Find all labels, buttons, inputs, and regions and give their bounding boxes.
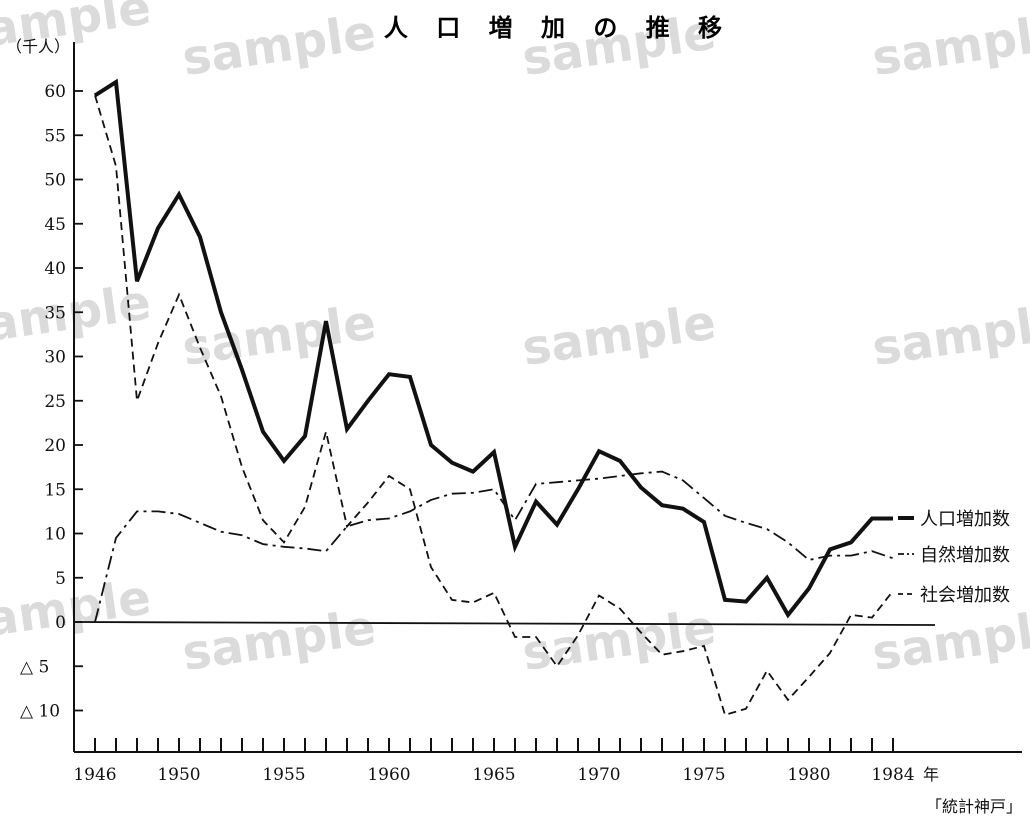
y-tick-label: 30 [44,348,66,368]
y-tick-label: 5 [55,569,66,589]
series-line-2 [94,470,894,623]
x-tick-label: 1975 [682,765,725,785]
y-tick-label: 20 [44,436,66,456]
x-axis-unit-label: 年 [923,765,939,784]
legend-label-3: 社会増加数 [920,585,1010,606]
source-label: 「統計神戸」 [926,797,1022,816]
y-tick-label: 35 [44,303,66,323]
x-tick-label: 1965 [472,765,515,785]
watermark-text: sample [869,294,1030,377]
watermark-text: sample [179,4,379,87]
y-tick-label: 15 [44,480,66,500]
y-tick-label: △ 5 [20,657,49,677]
x-tick-label: 1950 [157,765,200,785]
zero-line [73,621,936,626]
watermark-text: sample [519,294,719,377]
watermark-text: sample [179,599,379,682]
x-tick-label: 1984 [871,765,914,785]
y-tick-label: 10 [44,525,66,545]
y-tick-label: 50 [44,171,66,191]
legend-label-1: 人口増加数 [920,509,1010,530]
watermark-layer: sample sample sample sample sample sample samp… [0,0,1030,682]
y-tick-label: 60 [44,82,66,102]
y-tick-label: 45 [44,215,66,235]
watermark-text: sample [0,274,154,357]
y-tick-label: 55 [44,126,66,146]
x-tick-label: 1946 [73,765,116,785]
y-tick-label: 0 [55,613,66,633]
y-tick-label: 25 [44,392,66,412]
series-line-1 [93,78,893,619]
y-tick-label: △ 10 [20,702,60,722]
series-layer [93,78,894,717]
watermark-text: sample [179,294,379,377]
watermark-text: sample [0,569,154,652]
watermark-text: sample [519,599,719,682]
x-tick-label: 1980 [787,765,830,785]
watermark-text: sample [869,4,1030,87]
x-tick-label: 1970 [577,765,620,785]
watermark-text: sample [869,599,1030,682]
y-tick-label: 40 [44,259,66,279]
chart-title: 人 口 増 加 の 推 移 [384,14,732,42]
x-tick-label: 1960 [367,765,410,785]
x-tick-label: 1955 [262,765,305,785]
legend-label-2: 自然増加数 [920,545,1010,566]
y-axis-unit-label: （千人） [6,37,70,56]
